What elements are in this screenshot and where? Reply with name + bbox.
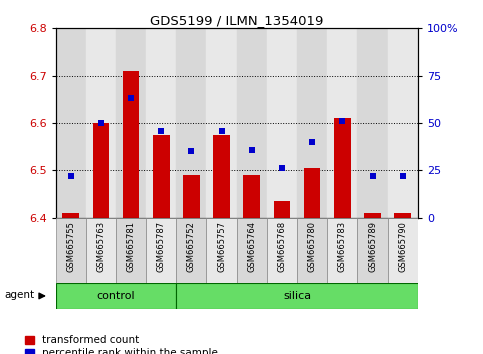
Bar xyxy=(86,218,116,283)
Bar xyxy=(116,218,146,283)
Point xyxy=(308,139,316,145)
Text: silica: silica xyxy=(283,291,311,301)
Bar xyxy=(56,28,86,218)
Bar xyxy=(243,175,260,218)
Point xyxy=(157,128,165,133)
Bar xyxy=(93,123,109,218)
Text: GSM665790: GSM665790 xyxy=(398,221,407,272)
Bar xyxy=(146,28,176,218)
Text: GSM665764: GSM665764 xyxy=(247,221,256,272)
Point xyxy=(218,128,226,133)
Bar xyxy=(267,28,297,218)
Bar xyxy=(297,218,327,283)
Text: GSM665757: GSM665757 xyxy=(217,221,226,272)
Bar xyxy=(176,28,207,218)
Text: GSM665780: GSM665780 xyxy=(308,221,317,272)
Point xyxy=(339,118,346,124)
Text: GSM665752: GSM665752 xyxy=(187,221,196,272)
Bar xyxy=(357,218,388,283)
Text: GSM665783: GSM665783 xyxy=(338,221,347,272)
Legend: transformed count, percentile rank within the sample: transformed count, percentile rank withi… xyxy=(25,335,218,354)
Point xyxy=(187,149,195,154)
Point xyxy=(278,166,286,171)
Bar xyxy=(364,213,381,218)
Bar xyxy=(207,218,237,283)
Text: GSM665781: GSM665781 xyxy=(127,221,136,272)
Point xyxy=(97,120,105,126)
Bar xyxy=(153,135,170,218)
Text: GSM665755: GSM665755 xyxy=(66,221,75,272)
Bar xyxy=(297,28,327,218)
Bar xyxy=(274,201,290,218)
Text: GSM665763: GSM665763 xyxy=(96,221,105,272)
Bar xyxy=(56,218,86,283)
Point xyxy=(67,173,74,179)
Text: GSM665768: GSM665768 xyxy=(277,221,286,272)
Bar xyxy=(116,28,146,218)
Bar xyxy=(123,71,139,218)
Point xyxy=(127,96,135,101)
Bar xyxy=(334,118,351,218)
Bar xyxy=(304,168,320,218)
Bar xyxy=(62,213,79,218)
Text: GSM665787: GSM665787 xyxy=(156,221,166,272)
Bar xyxy=(207,28,237,218)
Bar xyxy=(237,28,267,218)
Bar xyxy=(327,218,357,283)
Bar xyxy=(395,213,411,218)
Bar xyxy=(176,218,207,283)
Bar xyxy=(56,283,176,309)
Bar xyxy=(146,218,176,283)
Text: agent: agent xyxy=(4,290,35,300)
Bar xyxy=(176,283,418,309)
Bar xyxy=(388,28,418,218)
Point xyxy=(369,173,376,179)
Point xyxy=(399,173,407,179)
Bar xyxy=(183,175,199,218)
Bar xyxy=(327,28,357,218)
Point xyxy=(248,147,256,152)
Text: control: control xyxy=(97,291,135,301)
Bar xyxy=(357,28,388,218)
Bar xyxy=(388,218,418,283)
Bar xyxy=(213,135,230,218)
Text: GSM665789: GSM665789 xyxy=(368,221,377,272)
Bar xyxy=(86,28,116,218)
Bar xyxy=(267,218,297,283)
Bar xyxy=(237,218,267,283)
Title: GDS5199 / ILMN_1354019: GDS5199 / ILMN_1354019 xyxy=(150,14,323,27)
